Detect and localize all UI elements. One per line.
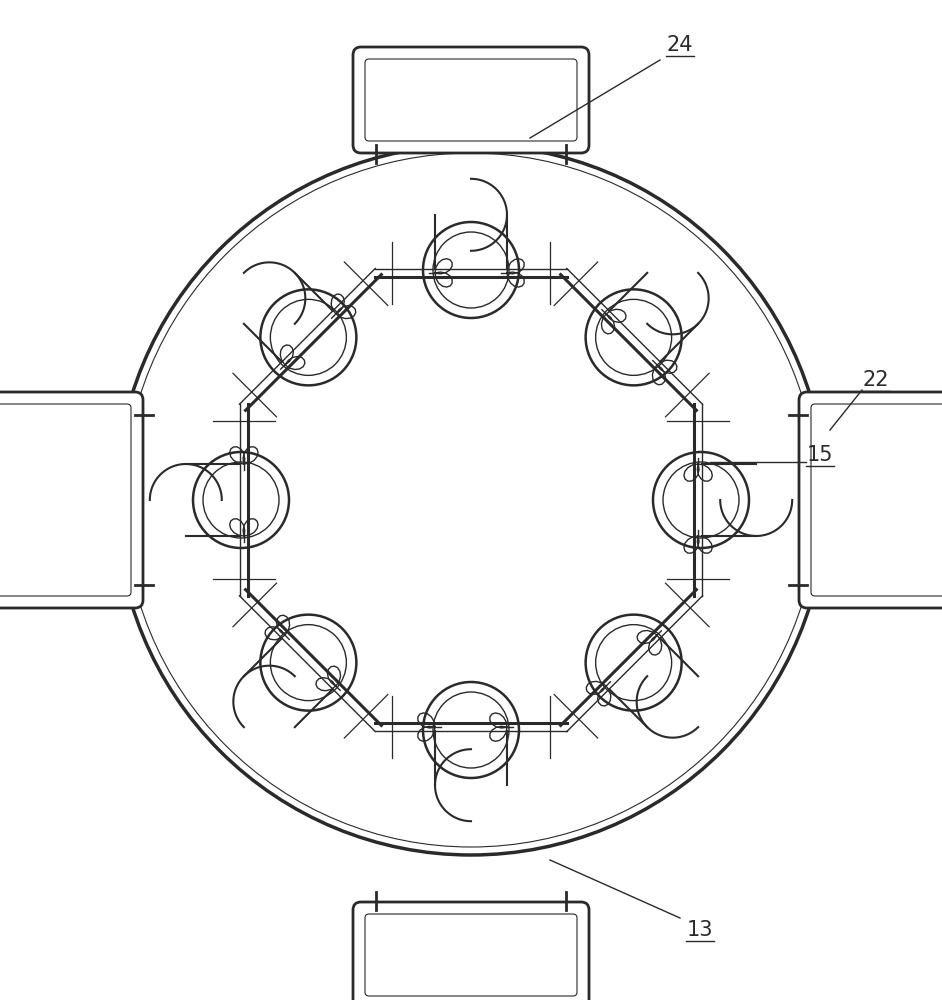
Text: 24: 24 bbox=[667, 35, 693, 55]
FancyBboxPatch shape bbox=[0, 392, 143, 608]
FancyBboxPatch shape bbox=[365, 914, 577, 996]
Circle shape bbox=[116, 145, 826, 855]
FancyBboxPatch shape bbox=[365, 59, 577, 141]
FancyBboxPatch shape bbox=[799, 392, 942, 608]
FancyBboxPatch shape bbox=[353, 902, 589, 1000]
FancyBboxPatch shape bbox=[353, 47, 589, 153]
FancyBboxPatch shape bbox=[0, 404, 131, 596]
Text: 22: 22 bbox=[863, 370, 889, 390]
Text: 13: 13 bbox=[687, 920, 713, 940]
Text: 15: 15 bbox=[806, 445, 834, 465]
FancyBboxPatch shape bbox=[811, 404, 942, 596]
